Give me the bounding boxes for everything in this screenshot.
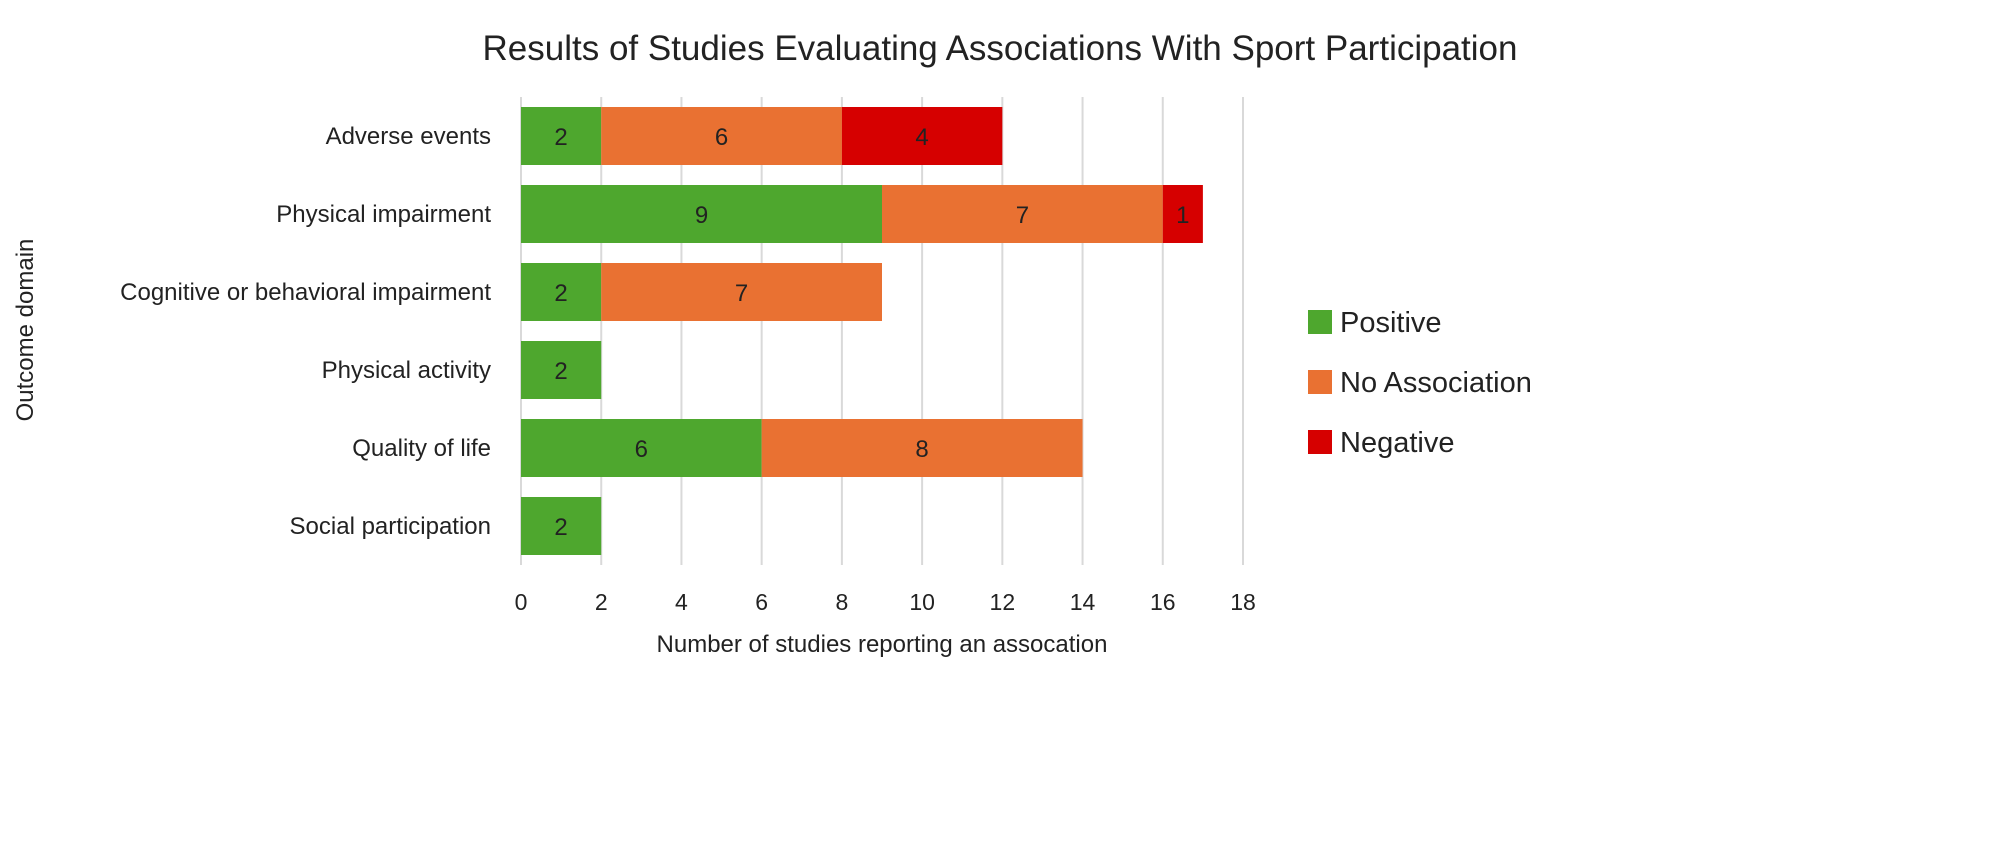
- data-label: 2: [554, 280, 567, 307]
- bar-segment: [521, 263, 602, 321]
- bar-segment: [1162, 185, 1203, 243]
- x-tick-label: 10: [909, 589, 935, 615]
- x-tick-label: 8: [835, 589, 848, 615]
- y-axis-label: Outcome domain: [12, 239, 39, 422]
- gridlines: [520, 97, 1244, 565]
- category-label: Quality of life: [352, 435, 491, 462]
- data-label: 9: [695, 202, 708, 229]
- x-tick-label: 4: [675, 589, 688, 615]
- bar-segment: [521, 185, 882, 243]
- chart-title: Results of Studies Evaluating Associatio…: [483, 29, 1518, 68]
- bar-segment: [521, 419, 762, 477]
- data-label: 7: [1016, 202, 1029, 229]
- x-tick-label: 16: [1150, 589, 1176, 615]
- data-label: 6: [635, 436, 648, 463]
- bars: 2 6 49 7 12 726 82: [521, 107, 1203, 555]
- legend-label: Positive: [1340, 307, 1442, 339]
- x-tick-label: 6: [755, 589, 768, 615]
- bar-segment: [521, 107, 602, 165]
- legend-label: No Association: [1340, 367, 1532, 399]
- category-label: Physical activity: [322, 357, 491, 384]
- data-label: 6: [715, 124, 728, 151]
- x-tick-label: 18: [1230, 589, 1256, 615]
- category-label: Adverse events: [326, 123, 491, 150]
- x-tick-label: 2: [595, 589, 608, 615]
- bar-segment: [601, 107, 842, 165]
- x-axis-label: Number of studies reporting an assocatio…: [657, 631, 1108, 658]
- legend-label: Negative: [1340, 427, 1454, 459]
- data-label: 2: [554, 124, 567, 151]
- category-label: Social participation: [290, 513, 491, 540]
- data-label: 2: [554, 514, 567, 541]
- x-tick-label: 0: [515, 589, 528, 615]
- category-label: Cognitive or behavioral impairment: [120, 279, 491, 306]
- bar-segment: [882, 185, 1163, 243]
- bar-segment: [521, 497, 602, 555]
- data-label: 1: [1176, 202, 1189, 229]
- legend-swatch: [1308, 370, 1332, 394]
- bar-segment: [521, 341, 602, 399]
- bar-segment: [761, 419, 1083, 477]
- legend: Positive No Association Negative: [1308, 307, 1532, 459]
- data-label: 2: [554, 358, 567, 385]
- legend-swatch: [1308, 430, 1332, 454]
- data-label: 8: [915, 436, 928, 463]
- x-tick-label: 14: [1070, 589, 1096, 615]
- bar-segment: [601, 263, 882, 321]
- category-label: Physical impairment: [276, 201, 491, 228]
- data-label: 7: [735, 280, 748, 307]
- bar-segment: [841, 107, 1003, 165]
- x-tick-labels: 0 2 4 6 8 10 12 14 16 18: [515, 589, 1256, 615]
- legend-swatch: [1308, 310, 1332, 334]
- x-tick-label: 12: [990, 589, 1016, 615]
- data-label: 4: [915, 124, 928, 151]
- category-labels: Adverse events Physical impairment Cogniti…: [120, 123, 491, 540]
